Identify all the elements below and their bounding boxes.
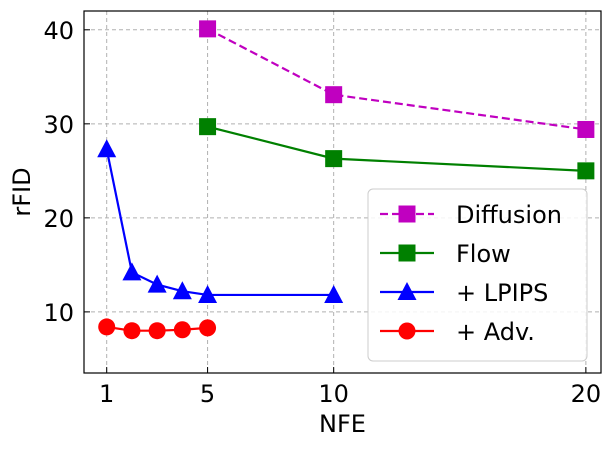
data-point	[325, 150, 343, 168]
x-axis-label: NFE	[319, 410, 366, 438]
legend-item: Diffusion	[380, 201, 562, 229]
data-point	[173, 321, 191, 339]
y-tick-label: 20	[43, 205, 74, 233]
legend-marker	[397, 282, 417, 300]
series-1	[199, 20, 595, 138]
series-2	[199, 118, 595, 180]
y-tick-label: 30	[43, 111, 74, 139]
data-point	[198, 284, 218, 303]
data-point	[122, 262, 142, 281]
legend-item: + Adv.	[380, 318, 535, 346]
data-point	[123, 322, 141, 340]
data-point	[199, 20, 217, 38]
legend-label: Flow	[456, 240, 511, 268]
legend-marker	[398, 205, 416, 223]
ticks: 1 5 10 20 10 20 30 40	[43, 17, 601, 408]
data-point	[324, 284, 344, 303]
y-tick-label: 10	[43, 299, 74, 327]
legend-item: Flow	[380, 240, 511, 268]
y-tick-label: 40	[43, 17, 74, 45]
legend-label: Diffusion	[456, 201, 562, 229]
data-point	[148, 322, 166, 340]
plot-frame	[83, 10, 602, 374]
y-axis-label: rFID	[8, 167, 36, 216]
x-tick-label: 10	[318, 380, 349, 408]
x-tick-label: 20	[571, 380, 602, 408]
data-point	[98, 318, 116, 336]
data-point	[577, 120, 595, 138]
series-layer	[97, 20, 595, 340]
data-point	[325, 86, 343, 104]
data-point	[147, 274, 167, 293]
data-point	[97, 139, 117, 158]
legend-label: + LPIPS	[456, 279, 548, 307]
series-4	[98, 318, 217, 340]
series-3	[97, 139, 344, 303]
data-point	[199, 118, 217, 136]
legend-box	[367, 188, 588, 362]
legend-label: + Adv.	[456, 318, 535, 346]
legend-marker	[398, 244, 416, 262]
data-point	[577, 162, 595, 180]
legend: Diffusion Flow + LPIPS + Adv.	[367, 188, 588, 362]
data-point	[172, 281, 192, 300]
legend-item: + LPIPS	[380, 279, 548, 307]
data-point	[199, 319, 217, 337]
legend-marker	[398, 322, 416, 340]
x-tick-label: 5	[200, 380, 215, 408]
x-tick-label: 1	[99, 380, 114, 408]
series-line	[105, 148, 334, 297]
